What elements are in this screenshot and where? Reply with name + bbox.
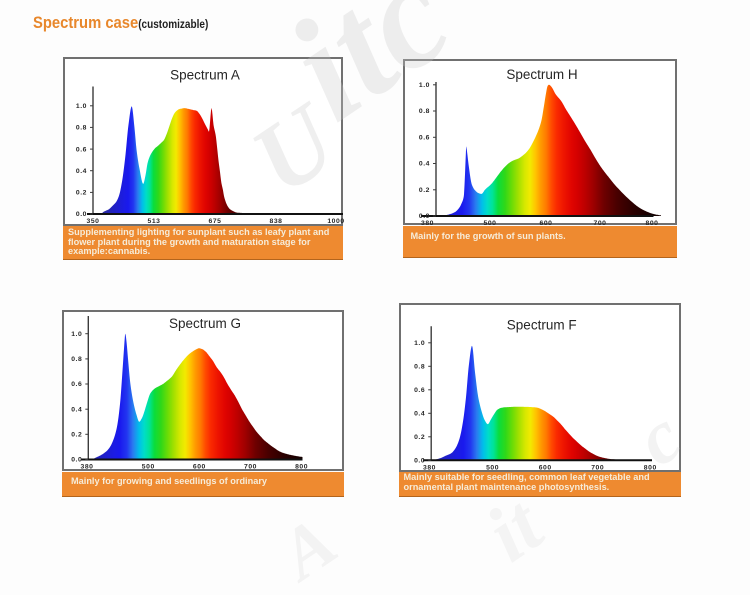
svg-text:500: 500 xyxy=(142,463,155,470)
svg-text:0.4: 0.4 xyxy=(76,167,87,174)
svg-text:Spectrum G: Spectrum G xyxy=(169,316,241,331)
svg-text:0.6: 0.6 xyxy=(71,381,82,388)
svg-text:800: 800 xyxy=(646,220,659,227)
svg-text:350: 350 xyxy=(87,218,100,225)
svg-text:600: 600 xyxy=(540,220,553,227)
svg-text:1.0: 1.0 xyxy=(76,103,87,110)
svg-text:0.4: 0.4 xyxy=(71,406,82,413)
svg-text:0.8: 0.8 xyxy=(76,124,87,131)
svg-text:1.0: 1.0 xyxy=(419,82,430,89)
svg-text:838: 838 xyxy=(270,218,283,225)
svg-text:500: 500 xyxy=(484,220,497,227)
svg-text:0.0: 0.0 xyxy=(76,211,87,218)
svg-text:0.8: 0.8 xyxy=(419,108,430,115)
svg-text:700: 700 xyxy=(594,220,607,227)
svg-text:1.0: 1.0 xyxy=(414,340,425,347)
svg-text:500: 500 xyxy=(486,464,499,471)
svg-text:0.8: 0.8 xyxy=(414,364,425,371)
svg-text:0.2: 0.2 xyxy=(419,187,430,194)
svg-text:513: 513 xyxy=(148,218,161,225)
svg-text:600: 600 xyxy=(539,464,552,471)
svg-text:0.2: 0.2 xyxy=(414,434,425,441)
svg-text:1.0: 1.0 xyxy=(71,331,82,338)
svg-text:0.2: 0.2 xyxy=(71,431,82,438)
svg-text:800: 800 xyxy=(644,464,657,471)
svg-text:700: 700 xyxy=(244,463,257,470)
svg-text:0.0: 0.0 xyxy=(414,458,425,465)
svg-text:380: 380 xyxy=(421,220,434,227)
svg-text:0.0: 0.0 xyxy=(419,213,430,220)
svg-text:675: 675 xyxy=(209,218,222,225)
svg-text:1000: 1000 xyxy=(327,218,344,225)
svg-text:0.2: 0.2 xyxy=(76,189,87,196)
svg-text:0.6: 0.6 xyxy=(414,387,425,394)
svg-text:0.8: 0.8 xyxy=(71,356,82,363)
svg-text:Spectrum F: Spectrum F xyxy=(507,318,577,333)
svg-text:380: 380 xyxy=(81,463,94,470)
svg-text:0.4: 0.4 xyxy=(414,411,425,418)
svg-text:0.0: 0.0 xyxy=(71,457,82,464)
svg-text:Spectrum H: Spectrum H xyxy=(506,67,577,82)
svg-text:0.6: 0.6 xyxy=(419,134,430,141)
svg-text:Spectrum A: Spectrum A xyxy=(170,67,240,82)
svg-text:600: 600 xyxy=(193,463,206,470)
svg-text:700: 700 xyxy=(591,464,604,471)
svg-text:800: 800 xyxy=(295,463,308,470)
svg-text:0.4: 0.4 xyxy=(419,160,430,167)
svg-text:380: 380 xyxy=(423,464,436,471)
svg-text:0.6: 0.6 xyxy=(76,146,87,153)
